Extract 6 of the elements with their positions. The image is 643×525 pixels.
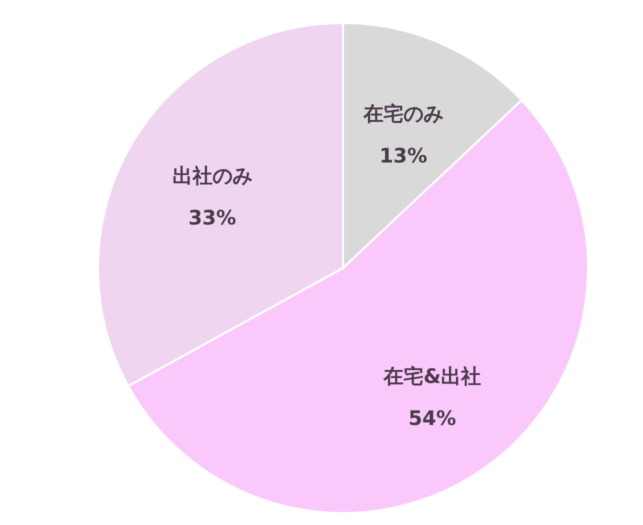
data-label: 33% — [188, 206, 236, 230]
slice-label: 在宅のみ — [362, 102, 444, 126]
slice-label: 出社のみ — [172, 164, 252, 188]
data-label: 54% — [408, 406, 456, 430]
data-label: 13% — [379, 144, 428, 168]
slice-label: 在宅&出社 — [382, 364, 482, 388]
